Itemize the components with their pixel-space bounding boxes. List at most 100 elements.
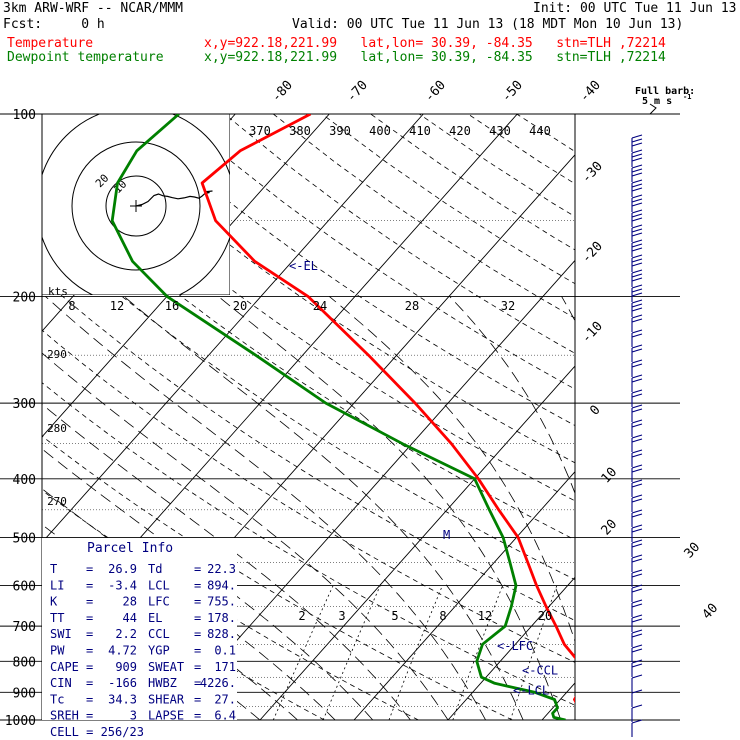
dry-adiabat-line — [419, 114, 575, 218]
parcel-value: 171 — [214, 660, 236, 674]
parcel-key: LI — [50, 578, 64, 592]
dry-adiabat-line — [175, 114, 575, 390]
parcel-value: 26.9 — [108, 562, 137, 576]
dewpoint-legend-label: Dewpoint temperature — [7, 50, 164, 65]
wind-barb-flag — [631, 314, 643, 319]
init-time: Init: 00 UTC Tue 11 Jun 13 — [533, 1, 737, 16]
isotherm-label: -10 — [579, 319, 606, 346]
theta-label: 400 — [369, 124, 391, 138]
parcel-eq: = — [86, 709, 93, 723]
level-marker-ccl: <-CCL — [522, 663, 558, 677]
wind-barb — [631, 539, 643, 557]
dry-adiabat-line — [42, 329, 575, 663]
isotherm-label: -40 — [577, 78, 604, 105]
wind-barb — [631, 494, 643, 512]
parcel-eq: = — [194, 660, 201, 674]
wind-barb-flag — [631, 194, 643, 199]
wind-barb-flag — [631, 393, 643, 398]
temperature-location: x,y=922.18,221.99 lat,lon= 30.39, -84.35… — [204, 36, 666, 51]
wind-barb-flag — [631, 172, 643, 177]
wind-barb — [631, 479, 643, 497]
wind-barb — [631, 659, 643, 677]
wind-barb — [631, 194, 643, 212]
wind-barb-flag — [631, 404, 643, 409]
parcel-eq: = — [194, 709, 201, 723]
parcel-eq: = — [86, 611, 93, 625]
dry-adiabat-line — [224, 114, 575, 354]
wind-barb-flag — [631, 232, 643, 237]
parcel-info-row: LI = -3.4 LCL = 894. — [50, 578, 236, 592]
theta-label: 430 — [489, 124, 511, 138]
mixing-ratio-label: 2 — [298, 609, 305, 623]
wind-barb-flag — [631, 157, 643, 162]
parcel-key: Td — [148, 562, 162, 576]
wind-barb-flag — [631, 659, 643, 664]
parcel-info-box — [42, 538, 237, 720]
wind-barb-flag — [631, 509, 643, 514]
dewpoint-location: x,y=922.18,221.99 lat,lon= 30.39, -84.35… — [204, 50, 666, 65]
parcel-info-row: CAPE = 909 SWEAT = 171 — [50, 660, 236, 674]
model-title: 3km ARW-WRF -- NCAR/MMM — [3, 1, 184, 16]
wind-barb-flag — [631, 329, 643, 334]
dry-adiabat-line — [78, 114, 575, 464]
temperature-legend-label: Temperature — [7, 36, 94, 51]
wind-barb-flag — [631, 648, 643, 653]
parcel-eq: = — [194, 692, 201, 706]
wind-barb-flag — [631, 528, 643, 533]
parcel-key: YGP — [148, 644, 170, 658]
isotherm-line — [447, 576, 575, 720]
moist-adiabat-label: 32 — [501, 299, 515, 313]
wind-barb-flag — [631, 224, 643, 229]
wind-barb-flag — [631, 689, 643, 694]
dry-adiabat-label: 270 — [47, 495, 67, 508]
wind-barb-key-unit: 5 m s — [642, 96, 672, 107]
wind-barb-flag — [631, 183, 643, 188]
pressure-label: 200 — [13, 290, 36, 305]
parcel-key: PW — [50, 644, 65, 658]
wind-barb-flag — [631, 247, 643, 252]
wind-barb-flag — [631, 217, 643, 222]
parcel-key: LAPSE — [148, 709, 184, 723]
wind-barb — [631, 329, 643, 347]
temperature-profile — [200, 114, 575, 704]
wind-barb-flag — [631, 262, 643, 267]
wind-barb-flag — [631, 629, 643, 634]
wind-barb — [631, 284, 643, 302]
parcel-eq: = — [194, 562, 201, 576]
parcel-value: 34.3 — [108, 692, 137, 706]
wind-barb-flag — [631, 498, 643, 503]
dry-adiabat-line — [42, 226, 575, 581]
moist-adiabat-line — [329, 296, 575, 643]
wind-barb — [631, 419, 643, 437]
wind-barb-flag — [631, 198, 643, 203]
parcel-eq: = — [86, 644, 93, 658]
parcel-info-row: CIN = -166 HWBZ =4226. — [50, 676, 236, 690]
pressure-label: 900 — [13, 686, 36, 701]
theta-label: 370 — [249, 124, 271, 138]
wind-barb — [631, 689, 643, 707]
wind-barb-flag — [631, 142, 643, 147]
parcel-value: 3 — [130, 709, 137, 723]
wind-barb-flag — [631, 423, 643, 428]
parcel-value: -166 — [108, 676, 137, 690]
wind-barb — [631, 254, 643, 272]
parcel-info-title: Parcel Info — [87, 541, 173, 556]
parcel-cell: CELL = 256/23 — [50, 725, 144, 739]
pressure-label: 500 — [13, 532, 36, 547]
parcel-value: 6.4 — [214, 709, 236, 723]
isotherm-line — [42, 114, 424, 544]
wind-barb-flag — [631, 243, 643, 248]
mixing-ratio-line — [586, 586, 628, 720]
parcel-key: Tc — [50, 692, 64, 706]
wind-barb-flag — [631, 213, 643, 218]
wind-barb-flag — [631, 299, 643, 304]
wind-barb-flag — [631, 363, 643, 368]
parcel-key: CIN — [50, 676, 72, 690]
wind-barb-flag — [631, 273, 643, 278]
hodograph-ring-20 — [71, 141, 201, 271]
parcel-eq: = — [194, 595, 201, 609]
wind-barb-flag — [631, 644, 643, 649]
level-marker-el: <-EL — [289, 259, 318, 273]
level-marker-lcl: <-LCL — [513, 684, 549, 698]
